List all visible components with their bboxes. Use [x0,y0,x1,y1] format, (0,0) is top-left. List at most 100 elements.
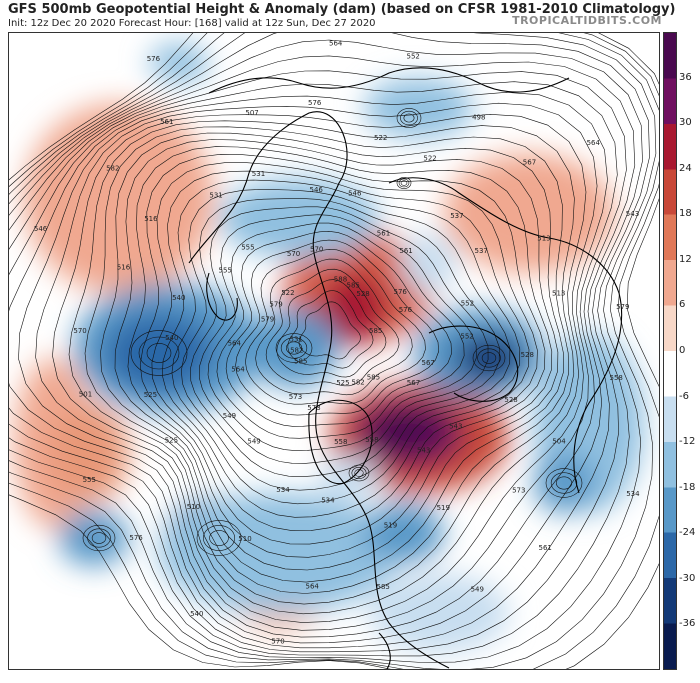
closed-low-contour [275,333,313,363]
colorbar-tick-label: -36 [679,618,696,630]
contour-label: 540 [190,610,203,618]
contour-label: 570 [271,638,284,646]
contour-label: 507 [245,109,258,117]
contour-label: 567 [523,158,536,166]
contour-label: 573 [512,486,525,494]
height-contour-line [139,153,546,545]
colorbar-tick-label: 36 [679,71,692,83]
closed-low-contour [138,336,180,370]
contour-label: 534 [321,497,335,505]
contour-label: 576 [399,306,413,314]
contour-label: 498 [472,114,485,122]
height-contour-line [9,55,636,649]
contour-label: 564 [231,365,245,373]
height-contour-line [9,33,650,657]
header: GFS 500mb Geopotential Height & Anomaly … [0,0,700,32]
closed-low-contour [400,110,418,126]
polar-map: 5855855885855795765735705675645615585555… [9,33,659,669]
closed-low-contour [550,472,578,494]
contour-label: 522 [281,289,294,297]
colorbar-tick-label: -12 [679,436,696,448]
contour-label: 579 [616,303,629,311]
contour-label: 510 [187,503,200,511]
closed-low-contour [130,330,188,376]
closed-low-contour [280,337,308,359]
anomaly-trough-asia-core [534,453,594,513]
height-contour-line [9,33,659,669]
contour-label: 582 [290,346,303,354]
contour-label: 558 [365,436,378,444]
contour-label: 573 [289,393,302,401]
coastline-europe [428,325,519,402]
closed-low-contour [354,469,364,477]
contour-label: 552 [460,332,473,340]
contour-label: 564 [306,583,320,591]
contour-label: 561 [539,544,552,552]
contour-label: 531 [252,170,265,178]
anomaly-trough-kara [364,78,474,138]
height-contour-line [100,132,564,583]
contour-label: 579 [269,301,282,309]
colorbar-tick-label: -30 [679,572,696,584]
anomaly-trough-atlantic [369,573,509,653]
contour-label: 543 [417,446,430,454]
closed-low-contour [285,341,303,355]
closed-low-contour [87,528,111,548]
contour-label: 546 [348,189,362,197]
contour-label: 543 [626,210,639,218]
closed-low-contour [472,344,506,372]
height-contour-line [127,146,553,558]
contour-label: 522 [374,134,387,142]
anomaly-ridge-arctic-core [319,270,389,346]
closed-low-contour [351,466,367,480]
height-contour-line [68,120,575,605]
contour-label: 555 [83,476,96,484]
contour-label: 543 [449,423,462,431]
closed-low-contour [209,530,229,546]
anomaly-ridge-pacific-core [49,403,129,503]
brand-watermark: TROPICALTIDBITS.COM [512,14,662,27]
anomaly-trough-central [319,456,379,500]
contour-labels: 5855855885855795765735705675645615585555… [34,39,640,645]
height-contour-line [298,301,361,360]
closed-low-contour [202,525,236,551]
contour-label: 519 [384,521,397,529]
contour-label: 552 [461,299,474,307]
closed-low-contour [481,352,497,364]
contour-label: 525 [144,391,157,399]
colorbar-tick-label: -24 [679,527,696,539]
height-contour-line [235,239,440,416]
contour-label: 582 [106,165,119,173]
contour-label: 561 [160,118,173,126]
anomaly-ridge-nw-pacific [24,103,214,293]
contour-label: 585 [369,327,382,335]
contour-label: 528 [504,396,517,404]
contour-label: 567 [422,359,435,367]
coastline-asia-north [208,67,570,94]
contour-label: 540 [172,294,185,302]
anomaly-shading [14,43,644,653]
contour-label: 501 [79,391,92,399]
height-contour-line [180,189,511,491]
height-contour-line [216,222,465,439]
closed-low-contour [146,343,172,363]
anomaly-trough-north [219,178,379,258]
height-contour-line [52,113,587,615]
contour-label: 561 [399,247,412,255]
height-contour-line [84,126,570,594]
contour-label: 516 [117,263,131,271]
closed-low-contour [91,532,107,544]
contour-label: 537 [450,212,463,220]
contour-label: 558 [334,438,347,446]
contour-label: 585 [367,374,380,382]
anomaly-colorbar [663,32,677,670]
closed-low-contour [403,113,415,123]
contour-label: 579 [261,316,274,324]
closed-low-contour [82,524,116,552]
colorbar-tick-label: -6 [679,390,689,402]
closed-low-contour [545,468,583,498]
contour-label: 576 [129,534,143,542]
contour-label: 552 [407,52,420,60]
contour-label: 525 [336,379,349,387]
contour-label: 549 [247,438,260,446]
